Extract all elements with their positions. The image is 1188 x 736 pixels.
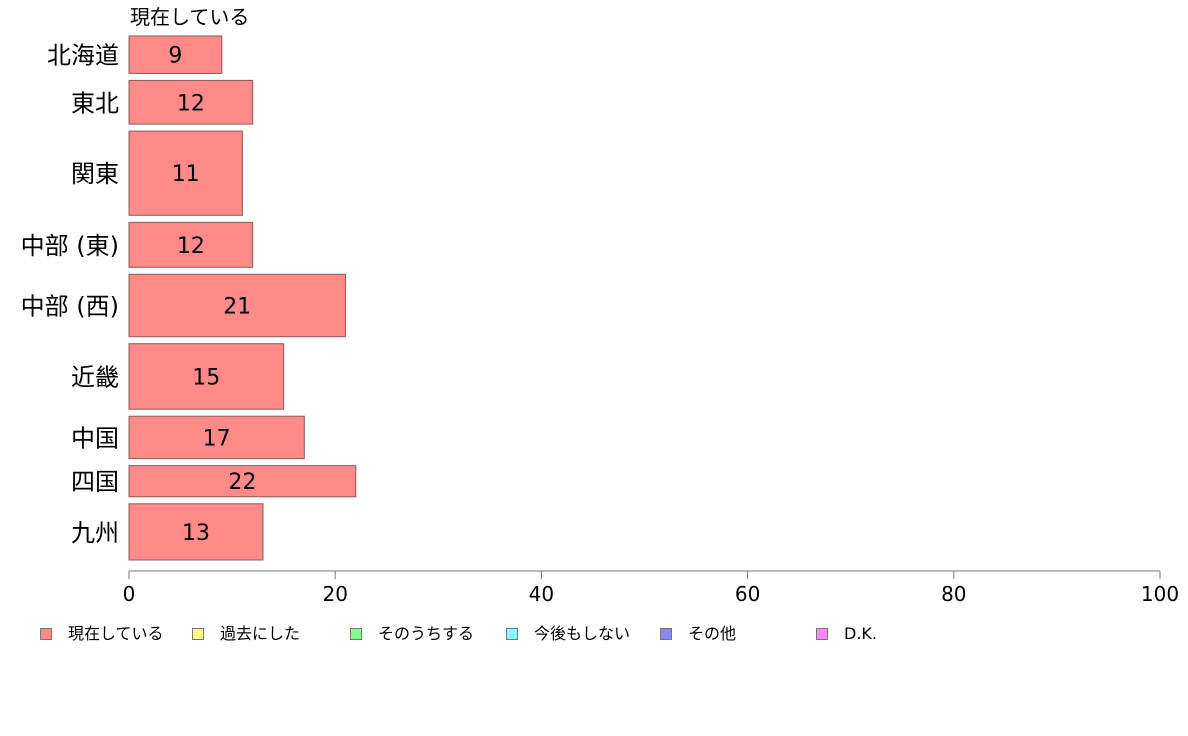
category-label: 九州 xyxy=(71,519,119,547)
bar-value-label: 13 xyxy=(182,521,210,546)
category-label: 四国 xyxy=(71,468,119,496)
bar xyxy=(128,35,223,74)
bar-value-label: 11 xyxy=(172,162,200,187)
x-tick-label: 100 xyxy=(1141,582,1179,606)
x-tick-label: 60 xyxy=(735,582,760,606)
legend-label: 現在している xyxy=(68,624,164,643)
x-tick-label: 40 xyxy=(529,582,554,606)
category-label: 中部 (西) xyxy=(21,293,119,321)
x-axis: 0 20 40 60 80 100 xyxy=(123,570,1179,606)
bar xyxy=(128,221,254,268)
legend-swatch xyxy=(40,628,52,640)
bar-value-label: 17 xyxy=(203,426,231,451)
legend-label: その他 xyxy=(688,624,737,643)
bar-value-label: 12 xyxy=(177,91,205,116)
bar xyxy=(128,503,264,561)
legend-swatch xyxy=(660,628,672,640)
category-label: 中部 (東) xyxy=(21,232,119,260)
legend-swatch xyxy=(350,628,362,640)
category-label: 北海道 xyxy=(47,42,119,70)
legend-swatch xyxy=(192,628,204,640)
bar xyxy=(128,130,243,216)
bar-value-label: 9 xyxy=(168,44,182,69)
legend-label: 過去にした xyxy=(220,624,301,643)
legend-item: そのうちする xyxy=(350,624,474,644)
bar-value-label: 15 xyxy=(192,365,220,390)
x-tick-label: 0 xyxy=(123,582,136,606)
legend-swatch xyxy=(506,628,518,640)
bar xyxy=(128,273,346,338)
bar-value-label: 21 xyxy=(223,295,251,320)
category-label: 近畿 xyxy=(71,363,119,391)
legend-swatch xyxy=(816,628,828,640)
legend-label: そのうちする xyxy=(378,624,475,643)
legend-item: 過去にした xyxy=(192,624,300,644)
bar xyxy=(128,415,305,460)
bar-value-label: 22 xyxy=(228,470,256,495)
bar-value-label: 12 xyxy=(177,234,205,259)
bar xyxy=(128,465,357,498)
x-tick-label: 20 xyxy=(322,582,347,606)
category-label: 東北 xyxy=(71,89,119,117)
x-tick-label: 80 xyxy=(941,582,966,606)
legend-item: 現在している xyxy=(40,624,164,644)
series-header-label: 現在している xyxy=(130,5,249,29)
legend-item: その他 xyxy=(660,624,736,644)
bars-group: 9 12 11 12 21 15 17 22 13 xyxy=(128,35,357,561)
category-label: 中国 xyxy=(71,424,119,452)
legend-label: 今後もしない xyxy=(534,624,631,643)
legend-label: D.K. xyxy=(844,624,877,643)
bar xyxy=(128,343,285,410)
bar xyxy=(128,79,254,125)
legend-item: 今後もしない xyxy=(506,624,630,644)
legend: 現在している 過去にした そのうちする 今後もしない その他 D.K. xyxy=(40,624,1160,644)
category-label: 関東 xyxy=(71,160,119,188)
legend-item: D.K. xyxy=(816,624,877,644)
